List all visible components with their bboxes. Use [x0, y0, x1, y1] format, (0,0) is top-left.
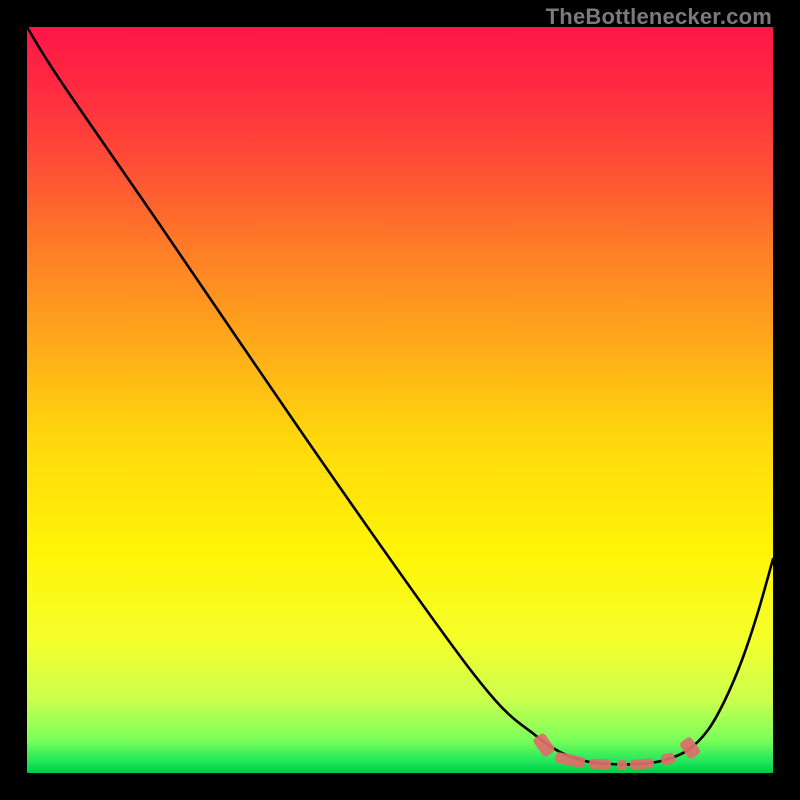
optimal-marker: [630, 758, 655, 770]
optimal-marker: [617, 760, 627, 770]
bottleneck-chart: [0, 0, 800, 800]
watermark-text: TheBottlenecker.com: [546, 4, 772, 30]
optimal-marker: [589, 759, 611, 770]
plot-gradient-bg: [27, 27, 773, 773]
